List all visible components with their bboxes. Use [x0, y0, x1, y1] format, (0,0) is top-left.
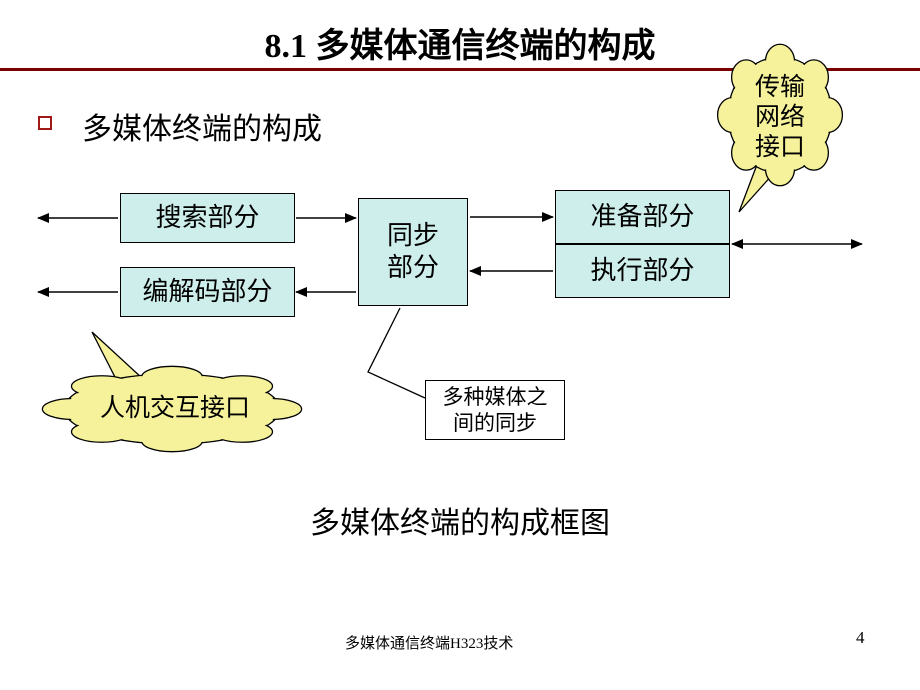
callout-hci-label-wrap: 人机交互接口 [95, 394, 255, 424]
box-execute: 执行部分 [555, 244, 730, 298]
box-codec: 编解码部分 [120, 267, 295, 317]
box-search: 搜索部分 [120, 193, 295, 243]
box-prepare: 准备部分 [555, 190, 730, 244]
box-sync-label: 同步 部分 [387, 220, 439, 285]
slide-title: 8.1 多媒体通信终端的构成 [0, 18, 920, 67]
page-number: 4 [856, 628, 865, 648]
box-sync: 同步 部分 [358, 198, 468, 306]
bullet-square-icon [38, 116, 52, 130]
box-execute-label: 执行部分 [590, 255, 694, 288]
callout-network-label: 传输 网络 接口 [755, 73, 805, 163]
box-note: 多种媒体之 间的同步 [425, 380, 565, 440]
callout-network-label-wrap: 传输 网络 接口 [740, 70, 820, 165]
figure-caption: 多媒体终端的构成框图 [0, 498, 920, 542]
box-note-label: 多种媒体之 间的同步 [443, 384, 548, 437]
box-codec-label: 编解码部分 [142, 276, 272, 309]
callout-hci-label: 人机交互接口 [100, 394, 250, 424]
box-prepare-label: 准备部分 [590, 201, 694, 234]
footer-text: 多媒体通信终端H323技术 [345, 632, 513, 653]
section-subtitle: 多媒体终端的构成 [82, 104, 322, 148]
box-search-label: 搜索部分 [155, 202, 259, 235]
